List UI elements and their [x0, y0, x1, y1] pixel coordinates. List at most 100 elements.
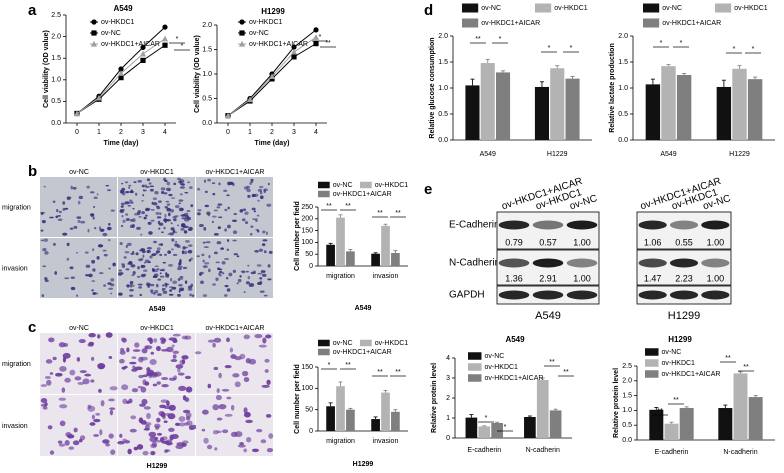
stained-cell — [77, 381, 85, 385]
stained-cell — [68, 446, 75, 450]
stained-cell — [185, 240, 190, 243]
x-tick-label: 3 — [141, 129, 145, 136]
stained-cell — [243, 291, 246, 293]
stained-cell — [91, 289, 94, 292]
band-quantification: 2.91 — [539, 273, 557, 283]
stained-cell — [171, 286, 177, 290]
legend-label: ov-HKDC1+AICAR — [333, 191, 392, 198]
stained-cell — [64, 277, 70, 280]
stained-cell — [105, 443, 111, 447]
stained-cell — [131, 274, 135, 277]
stained-cell — [171, 238, 175, 242]
stained-cell — [140, 248, 146, 252]
x-tick-label: invasion — [373, 273, 399, 280]
bar — [664, 423, 679, 440]
stained-cell — [230, 404, 235, 411]
stained-cell — [130, 415, 137, 420]
stained-cell — [265, 334, 272, 339]
stained-cell — [261, 243, 266, 247]
stained-cell — [89, 191, 95, 194]
bar — [676, 75, 692, 140]
stained-cell — [178, 284, 183, 287]
y-tick-label: 2.0 — [618, 33, 628, 40]
stained-cell — [259, 280, 263, 285]
legend-label: ov-HKDC1+AICAR — [249, 41, 308, 48]
chart-title: A549 — [505, 335, 525, 344]
stained-cell — [153, 338, 158, 343]
stained-cell — [236, 255, 240, 258]
stained-cell — [152, 383, 158, 387]
image-caption: H1299 — [147, 463, 168, 470]
y-tick-label: 200 — [301, 216, 313, 223]
significance: * — [680, 40, 683, 47]
stained-cell — [168, 404, 176, 411]
stained-cell — [141, 211, 145, 215]
y-tick-label: 0.5 — [618, 111, 628, 118]
stained-cell — [160, 243, 164, 246]
stained-cell — [148, 431, 157, 438]
stained-cell — [162, 261, 167, 264]
bar — [371, 419, 380, 431]
stained-cell — [109, 386, 118, 391]
stained-cell — [129, 190, 134, 194]
stained-cell — [156, 417, 161, 423]
legend-label: ov-HKDC1+AICAR — [101, 41, 160, 48]
stained-cell — [202, 241, 206, 244]
stained-cell — [200, 280, 204, 285]
legend-label: ov-HKDC1 — [375, 182, 409, 189]
significance: ** — [345, 362, 351, 369]
stained-cell — [215, 261, 220, 264]
legend-swatch — [318, 348, 330, 356]
significance: ** — [475, 36, 481, 43]
stained-cell — [218, 182, 221, 186]
y-tick-label: 1.5 — [202, 46, 212, 53]
stained-cell — [173, 182, 177, 186]
stained-cell — [184, 225, 189, 229]
stained-cell — [150, 351, 155, 355]
stained-cell — [249, 232, 253, 236]
stained-cell — [146, 367, 151, 372]
significance: ** — [377, 369, 383, 376]
blot-band — [701, 220, 730, 230]
stained-cell — [263, 250, 267, 254]
stained-cell — [207, 213, 211, 217]
stained-cell — [184, 397, 190, 402]
bar — [716, 86, 732, 140]
stained-cell — [227, 224, 231, 229]
stained-cell — [151, 253, 156, 257]
stained-cell — [208, 268, 211, 273]
stained-cell — [147, 221, 152, 225]
stained-cell — [166, 203, 171, 206]
stained-cell — [90, 379, 95, 383]
stained-cell — [241, 218, 246, 222]
stained-cell — [79, 435, 86, 441]
blot-band — [532, 220, 564, 230]
stained-cell — [224, 413, 233, 417]
significance: * — [752, 46, 755, 53]
x-tick-label: H1229 — [547, 151, 568, 158]
y-axis-label: Relative protein level — [431, 363, 438, 433]
stained-cell — [255, 218, 258, 223]
point — [139, 50, 147, 57]
x-tick-label: 1 — [97, 129, 101, 136]
stained-cell — [170, 208, 175, 213]
stained-cell — [259, 290, 265, 293]
stained-cell — [181, 359, 186, 365]
legend-label: ov-HKDC1+AICAR — [485, 375, 544, 382]
blot-row-label: E-Cadherin — [449, 220, 500, 231]
stained-cell — [70, 185, 73, 190]
stained-cell — [266, 203, 272, 207]
stained-cell — [178, 416, 186, 422]
stained-cell — [97, 334, 101, 339]
legend-label: ov-NC — [662, 349, 682, 356]
stained-cell — [247, 264, 250, 267]
stained-cell — [214, 447, 218, 451]
stained-cell — [142, 254, 145, 258]
stained-cell — [246, 185, 251, 189]
stained-cell — [145, 208, 150, 212]
stained-cell — [143, 428, 150, 431]
stained-cell — [254, 250, 259, 253]
y-axis-label: Relative glucose consumption — [429, 37, 436, 138]
stained-cell — [138, 356, 144, 363]
stained-cell — [219, 270, 223, 274]
